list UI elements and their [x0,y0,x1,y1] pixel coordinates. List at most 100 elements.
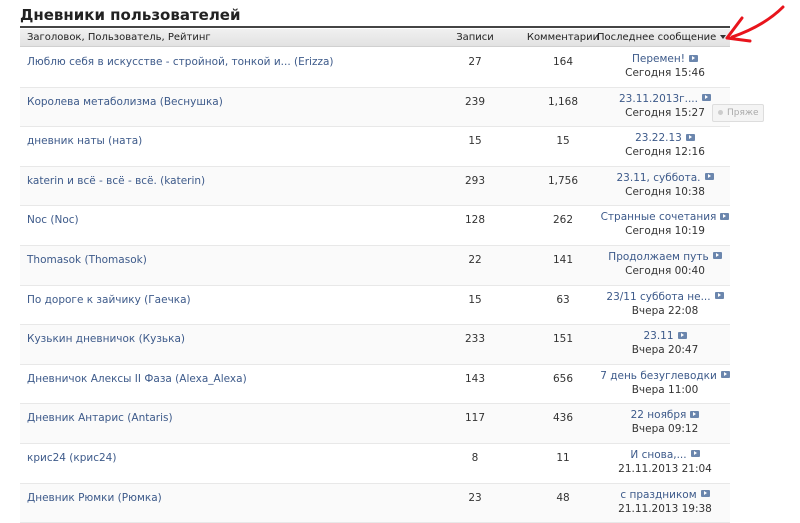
posts-count: 27 [468,56,482,68]
go-to-post-icon[interactable] [712,252,722,260]
column-header-last-label: Последнее сообщение [597,32,717,43]
last-message-link[interactable]: 22 ноября [630,409,687,422]
diary-title-link[interactable]: Дневник Рюмки (Рюмка) [27,491,162,504]
go-to-post-icon[interactable] [685,133,695,141]
diary-title-link[interactable]: Люблю себя в искусстве - стройной, тонко… [27,56,334,68]
comments-count: 164 [552,56,574,68]
go-to-post-icon[interactable] [690,450,700,458]
table-row: Люблю себя в искусстве - стройной, тонко… [20,48,730,88]
comments-count: 656 [552,372,574,385]
last-message-time: Вчера 20:47 [631,344,699,357]
diary-title-link[interactable]: katerin и всё - всё - всё. (katerin) [27,174,206,187]
last-message-cell: 23/11 суббота не... Вчера 22:08 [595,290,735,318]
last-message-cell: 23.11.2013г.... Сегодня 15:27 [595,92,735,120]
tooltip: Пряже [712,104,764,122]
comments-count: 11 [556,451,570,464]
last-message-time: Вчера 11:00 [631,383,699,396]
comments-count: 48 [556,491,570,504]
table-row: Дневник Антарис (Antaris) 117 436 22 ноября… [20,404,730,444]
diary-title-link[interactable]: Дневничок Алексы II Фаза (Alexa_Alexa) [27,372,247,385]
last-message-time: Сегодня 15:27 [625,106,705,119]
column-header-posts[interactable]: Записи [456,32,494,43]
go-to-post-icon[interactable] [677,331,687,339]
column-header-last-message[interactable]: Последнее сообщение [597,32,727,43]
table-row: Дневник Рюмки (Рюмка) 23 48 с праздником 21.… [20,483,730,523]
go-to-post-icon[interactable] [714,292,724,300]
diary-title-link[interactable]: Дневник Антарис (Antaris) [27,412,173,425]
posts-count: 15 [468,293,482,306]
diary-title-link[interactable]: По дороге к зайчику (Гаечка) [27,293,191,306]
comments-count: 436 [552,412,574,425]
last-message-time: Сегодня 15:46 [625,67,705,79]
last-message-link[interactable]: 23.22.13 [635,132,682,145]
table-row: Noc (Noc) 128 262 Странные сочетания Сегодня… [20,206,730,246]
last-message-link[interactable]: 7 день безуглеводки [600,369,717,382]
last-message-time: Сегодня 00:40 [625,264,705,277]
posts-count: 15 [468,135,482,148]
table-row: Thomasok (Thomasok) 22 141 Продолжаем путь С… [20,245,730,286]
last-message-time: Сегодня 10:19 [625,225,705,238]
posts-count: 293 [464,174,486,187]
go-to-post-icon[interactable] [720,371,730,379]
comments-count: 63 [556,293,570,306]
last-message-time: 21.11.2013 21:04 [618,462,712,475]
column-header-title[interactable]: Заголовок, Пользователь, Рейтинг [27,32,211,43]
column-header-comments[interactable]: Комментарии [526,32,600,43]
comments-count: 15 [556,135,570,148]
page-title: Дневники пользователей [20,6,241,24]
table-row: крис24 (крис24) 8 11 И снова,... 21.11.2013 … [20,444,730,484]
last-message-link[interactable]: 23.11.2013г.... [619,92,698,105]
posts-count: 117 [464,412,486,425]
go-to-post-icon[interactable] [690,410,700,418]
table-row: katerin и всё - всё - всё. (katerin) 293 1… [20,166,730,207]
last-message-link[interactable]: Перемен! [632,53,685,65]
comments-count: 151 [552,333,574,346]
posts-count: 22 [468,253,482,266]
last-message-time: Вчера 22:08 [631,304,699,317]
last-message-link[interactable]: И снова,... [630,448,687,461]
last-message-time: Вчера 09:12 [631,423,699,436]
last-message-time: Сегодня 12:16 [625,146,705,159]
diary-table: Люблю себя в искусстве - стройной, тонко… [20,48,730,523]
table-row: дневник наты (ната) 15 15 23.22.13 Сегодня 1… [20,127,730,167]
go-to-post-icon[interactable] [720,212,730,220]
last-message-link[interactable]: 23.11 [643,330,674,343]
last-message-time: Сегодня 10:38 [625,185,705,198]
last-message-link[interactable]: 23.11, суббота. [616,171,701,184]
last-message-cell: 23.11, суббота. Сегодня 10:38 [595,171,735,199]
go-to-post-icon[interactable] [700,490,710,498]
diary-title-link[interactable]: Thomasok (Thomasok) [27,253,147,266]
diary-title-link[interactable]: Noc (Noc) [27,214,79,227]
diary-title-link[interactable]: крис24 (крис24) [27,451,117,464]
comments-count: 1,168 [547,95,579,108]
last-message-time: 21.11.2013 19:38 [618,502,712,515]
comments-count: 141 [552,253,574,266]
last-message-cell: Перемен! Сегодня 15:46 [595,52,735,80]
last-message-cell: с праздником 21.11.2013 19:38 [595,488,735,516]
last-message-link[interactable]: с праздником [620,488,697,501]
last-message-cell: 23.22.13 Сегодня 12:16 [595,131,735,159]
last-message-link[interactable]: 23/11 суббота не... [606,290,711,303]
arrow-shaft [730,5,785,39]
table-row: По дороге к зайчику (Гаечка) 15 63 23/11 су… [20,286,730,326]
posts-count: 8 [471,451,479,464]
table-row: Дневничок Алексы II Фаза (Alexa_Alexa) 14… [20,365,730,405]
last-message-cell: 7 день безуглеводки Вчера 11:00 [595,369,735,397]
tooltip-dot-icon [718,110,723,115]
diary-title-link[interactable]: дневник наты (ната) [27,135,143,148]
comments-count: 262 [552,214,574,227]
last-message-link[interactable]: Продолжаем путь [608,250,709,263]
sort-down-icon[interactable] [720,35,727,39]
posts-count: 233 [464,333,486,346]
table-row: Королева метаболизма (Веснушка) 239 1,168 2… [20,87,730,128]
go-to-post-icon[interactable] [702,94,711,102]
diary-title-link[interactable]: Кузькин дневничок (Кузька) [27,333,185,346]
go-to-post-icon[interactable] [704,173,714,181]
tooltip-text: Пряже [727,108,759,118]
last-message-link[interactable]: Странные сочетания [600,211,717,224]
diary-title-link[interactable]: Королева метаболизма (Веснушка) [27,95,223,108]
go-to-post-icon[interactable] [688,54,698,62]
posts-count: 23 [468,491,482,504]
last-message-cell: 23.11 Вчера 20:47 [595,329,735,357]
last-message-cell: Продолжаем путь Сегодня 00:40 [595,250,735,278]
